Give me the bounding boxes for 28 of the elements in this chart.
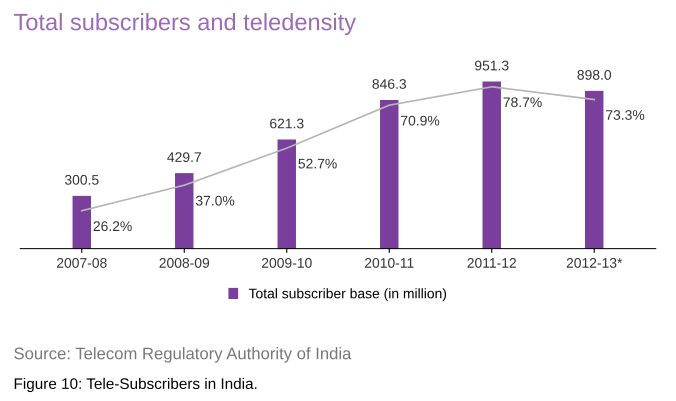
data-label: 70.9% <box>401 116 440 126</box>
legend-label: Total subscriber base (in million) <box>248 288 446 302</box>
bar <box>380 100 398 249</box>
chart-title: Total subscribers and teledensity <box>14 13 356 36</box>
data-label: 429.7 <box>167 152 201 162</box>
data-label: 300.5 <box>64 174 99 185</box>
x-tick-label: 2011-12 <box>467 258 516 268</box>
x-tick-label: 2008-09 <box>159 258 210 268</box>
x-tick-label: 2009-10 <box>262 258 312 268</box>
data-label: 78.7% <box>504 97 542 108</box>
bar <box>585 90 604 249</box>
bar <box>72 196 91 249</box>
data-label: 52.7% <box>298 158 337 169</box>
bar <box>278 139 296 249</box>
x-tick-label: 2010-11 <box>364 258 414 268</box>
caption: Figure 10: Tele-Subscribers in India. <box>14 378 256 392</box>
data-label: 26.2% <box>94 221 132 232</box>
bar <box>175 173 194 249</box>
source-note: Source: Telecom Regulatory Authority of India <box>14 347 352 363</box>
data-label: 37.0% <box>196 196 234 206</box>
data-label: 846.3 <box>372 79 406 89</box>
data-label: 951.3 <box>475 60 509 70</box>
x-tick-label: 2007-08 <box>56 258 107 268</box>
data-label: 621.3 <box>270 118 304 128</box>
data-label: 898.0 <box>577 70 612 80</box>
x-tick-label: 2012-13* <box>566 258 622 268</box>
bar <box>482 82 501 249</box>
data-label: 73.3% <box>606 110 644 120</box>
